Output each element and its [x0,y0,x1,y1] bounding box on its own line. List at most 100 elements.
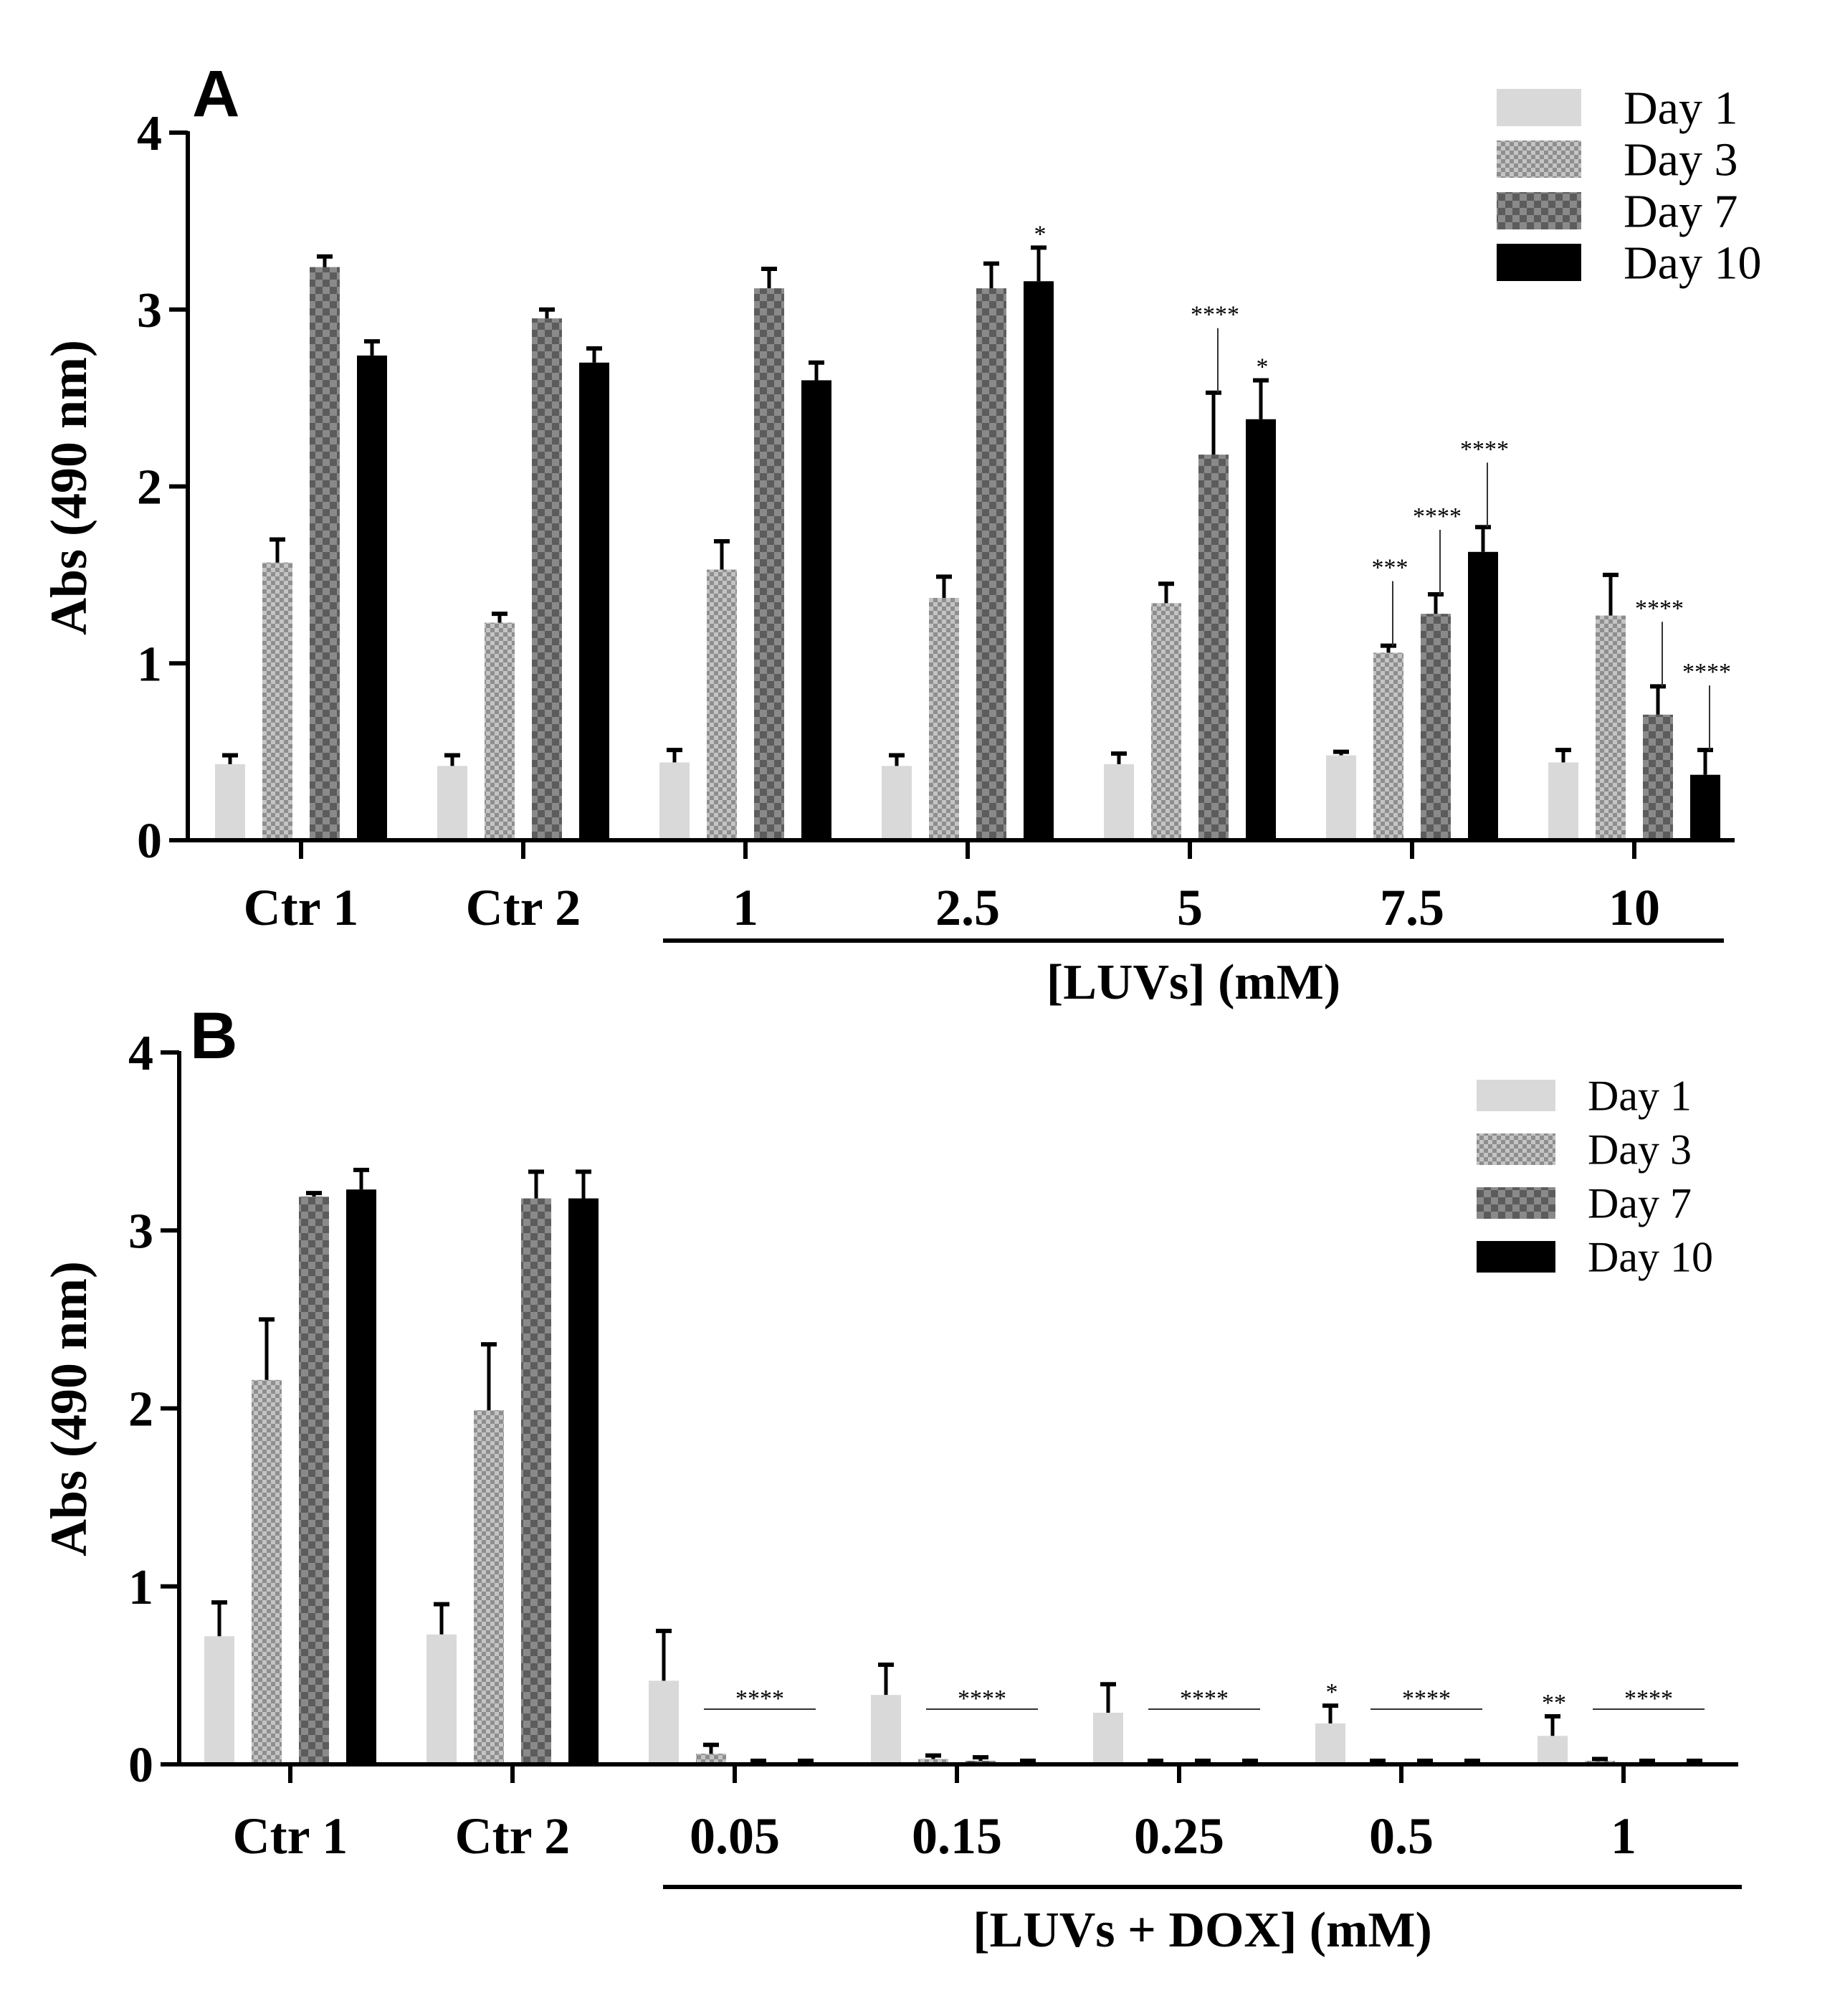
significance-mark: **** [1460,436,1509,462]
bar [215,764,245,840]
legend-swatch [1497,141,1581,178]
bar [1596,615,1626,840]
y-axis-label: Abs (490 nm) [40,1261,97,1556]
legend-label: Day 1 [1624,82,1737,134]
bar [754,288,784,840]
y-tick-label: 1 [128,1560,153,1615]
legend-label: Day 10 [1624,237,1761,289]
x-tick-label: 0.05 [690,1807,780,1865]
x-tick-label: Ctr 1 [233,1807,348,1865]
x-tick-label: 1 [1611,1807,1636,1865]
legend-swatch [1497,192,1581,229]
bar [696,1754,726,1764]
significance-mark: **** [735,1685,784,1712]
panel-label: B [190,999,237,1073]
bar [426,1634,457,1764]
significance-mark: **** [1191,302,1239,328]
bar [1198,455,1229,840]
bar [1326,755,1356,840]
x-tick-label: 1 [733,879,758,936]
significance-mark: **** [1413,503,1462,530]
significance-mark: **** [1624,1685,1673,1712]
legend-label: Day 10 [1588,1233,1713,1280]
bar [1093,1713,1123,1764]
x-axis-label: [LUVs] (mM) [1047,955,1340,1010]
legend-swatch [1497,244,1581,281]
bar [707,569,737,840]
x-tick-label: 0.25 [1134,1807,1224,1865]
bar [801,380,831,840]
significance-mark: **** [1682,659,1731,685]
bar [252,1379,282,1764]
significance-mark: * [1326,1679,1338,1706]
bar [976,288,1006,840]
legend-swatch [1477,1187,1555,1219]
panel-a-chart: A 0 1 2 3 4 Abs (490 nm) Ctr 1 Ctr 2 1 2.5 5 7.5 10 [L… [40,57,1761,1010]
significance-mark: ** [1542,1690,1566,1716]
bar [310,267,340,840]
legend-label: Day 7 [1588,1179,1692,1227]
bar [1373,652,1403,840]
bar [474,1409,504,1764]
y-tick-label: 4 [128,1026,153,1081]
bar [929,597,959,840]
x-tick-label: 5 [1177,879,1203,936]
bar [1538,1736,1568,1764]
bar [346,1189,376,1764]
x-tick-label: Ctr 1 [244,879,359,936]
legend-label: Day 1 [1588,1072,1692,1119]
panel-b-chart: B 0 1 2 3 4 Abs (490 nm) Ctr 1 Ctr 2 0.05 0.15 0.25… [40,999,1742,1958]
significance-mark: **** [1180,1685,1229,1712]
legend-swatch [1477,1133,1555,1165]
significance-mark: **** [1402,1685,1451,1712]
legend-swatch [1497,89,1581,126]
legend-label: Day 3 [1624,133,1737,186]
x-tick-label: 10 [1608,879,1660,936]
y-tick-label: 4 [137,106,162,161]
bar [568,1198,599,1764]
significance-mark: * [1034,221,1047,247]
significance-mark: **** [1635,595,1684,622]
bar [1468,551,1498,840]
bar [659,762,690,840]
significance-mark: **** [958,1685,1006,1712]
x-tick-label: 0.5 [1369,1807,1434,1865]
legend-label: Day 3 [1588,1126,1692,1173]
y-tick-label: 2 [128,1382,153,1437]
bar [262,562,292,840]
y-tick-label: 3 [128,1204,153,1259]
bar [485,622,515,840]
bar [579,362,609,840]
bar [1151,603,1181,840]
bar [521,1198,551,1764]
significance-mark: *** [1372,555,1408,581]
y-tick-label: 3 [137,283,162,338]
bar [437,766,467,840]
bar [1643,714,1673,840]
bar [918,1759,948,1764]
x-axis-label: [LUVs + DOX] (mM) [973,1903,1432,1958]
panel-label: A [192,57,239,130]
legend-swatch [1477,1241,1555,1273]
bar [649,1680,679,1764]
y-tick-label: 2 [137,460,162,515]
y-tick-label: 0 [128,1738,153,1793]
significance-mark: * [1257,353,1269,380]
x-tick-label: 7.5 [1380,879,1444,936]
bar [1421,614,1451,840]
bar [1104,764,1134,840]
bar [871,1695,901,1764]
bar [882,766,912,840]
bar [1024,281,1054,840]
legend-swatch [1477,1080,1555,1111]
bar [204,1636,234,1764]
bar [299,1197,329,1764]
y-tick-label: 1 [137,637,162,692]
x-tick-label: Ctr 2 [455,1807,571,1865]
y-tick-label: 0 [137,814,162,869]
bar [1315,1723,1345,1764]
bar [1548,762,1578,840]
y-axis-label: Abs (490 nm) [40,340,97,635]
bar [532,318,562,840]
